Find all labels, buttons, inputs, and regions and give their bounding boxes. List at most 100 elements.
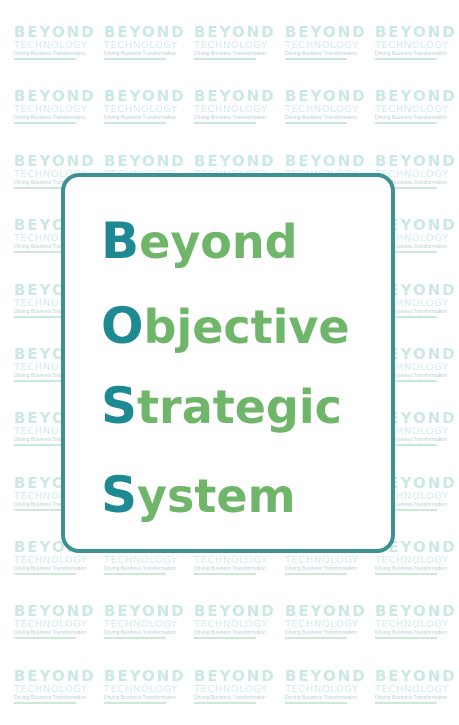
acronym-word-beyond: Beyond [101,215,298,268]
watermark-tagline: Driving Business Transformation [375,373,447,382]
watermark-brand: BEYOND [285,23,367,41]
watermark-tagline: Driving Business Transformation [14,695,86,704]
watermark-tagline: Driving Business Transformation [14,244,86,253]
watermark-subbrand: TECHNOLOGY [375,362,449,373]
watermark-subbrand: TECHNOLOGY [14,426,88,437]
watermark-tagline: Driving Business Transformation [375,51,447,60]
acronym-card: Beyond Objective Strategic System [61,173,395,553]
watermark-tagline: Driving Business Transformation [194,630,266,639]
watermark-brand: BEYOND [194,152,276,170]
watermark-tagline: Driving Business Transformation [194,695,266,704]
acronym-word-strategic: Strategic [101,380,342,433]
watermark-brand: BEYOND [14,23,96,41]
watermark-brand: BEYOND [194,87,276,105]
watermark-brand: BEYOND [194,23,276,41]
watermark-brand: BEYOND [104,602,186,620]
watermark-brand: BEYOND [375,602,457,620]
watermark-tagline: Driving Business Transformation [375,630,447,639]
watermark-brand: BEYOND [104,23,186,41]
watermark-tagline: Driving Business Transformation [375,502,447,511]
watermark-subbrand: TECHNOLOGY [375,233,449,244]
watermark-tagline: Driving Business Transformation [285,695,357,704]
initial-letter: S [101,377,138,435]
watermark-tagline: Driving Business Transformation [104,115,176,124]
watermark-tagline: Driving Business Transformation [14,115,86,124]
watermark-brand: BEYOND [375,667,457,685]
watermark-tagline: Driving Business Transformation [285,51,357,60]
watermark-brand: BEYOND [104,87,186,105]
watermark-tagline: Driving Business Transformation [104,695,176,704]
watermark-subbrand: TECHNOLOGY [375,426,449,437]
watermark-tagline: Driving Business Transformation [194,566,266,575]
watermark-subbrand: TECHNOLOGY [194,104,268,115]
watermark-subbrand: TECHNOLOGY [375,491,449,502]
acronym-word-objective: Objective [101,300,350,353]
watermark-brand: BEYOND [14,152,96,170]
watermark-tagline: Driving Business Transformation [285,115,357,124]
watermark-tagline: Driving Business Transformation [14,566,86,575]
watermark-subbrand: TECHNOLOGY [104,104,178,115]
watermark-subbrand: TECHNOLOGY [14,491,88,502]
watermark-tagline: Driving Business Transformation [104,51,176,60]
watermark-subbrand: TECHNOLOGY [194,555,268,566]
watermark-tagline: Driving Business Transformation [14,373,86,382]
watermark-brand: BEYOND [285,602,367,620]
watermark-subbrand: TECHNOLOGY [375,104,449,115]
watermark-brand: BEYOND [194,602,276,620]
watermark-subbrand: TECHNOLOGY [285,40,359,51]
watermark-brand: BEYOND [285,667,367,685]
initial-letter: S [101,466,138,524]
watermark-subbrand: TECHNOLOGY [375,619,449,630]
watermark-brand: BEYOND [375,87,457,105]
initial-letter: O [101,297,144,355]
watermark-subbrand: TECHNOLOGY [194,684,268,695]
watermark-brand: BEYOND [375,538,457,556]
watermark-tagline: Driving Business Transformation [14,630,86,639]
watermark-brand: BEYOND [14,667,96,685]
watermark-subbrand: TECHNOLOGY [375,40,449,51]
watermark-tagline: Driving Business Transformation [375,309,447,318]
watermark-tagline: Driving Business Transformation [104,630,176,639]
watermark-brand: BEYOND [104,667,186,685]
watermark-tagline: Driving Business Transformation [375,437,447,446]
watermark-subbrand: TECHNOLOGY [104,619,178,630]
watermark-tagline: Driving Business Transformation [104,566,176,575]
watermark-brand: BEYOND [285,152,367,170]
watermark-subbrand: TECHNOLOGY [14,298,88,309]
watermark-subbrand: TECHNOLOGY [194,40,268,51]
watermark-subbrand: TECHNOLOGY [14,362,88,373]
watermark-subbrand: TECHNOLOGY [14,555,88,566]
watermark-subbrand: TECHNOLOGY [285,555,359,566]
watermark-tagline: Driving Business Transformation [375,115,447,124]
watermark-tagline: Driving Business Transformation [14,51,86,60]
watermark-subbrand: TECHNOLOGY [375,684,449,695]
watermark-subbrand: TECHNOLOGY [104,40,178,51]
initial-letter: B [101,212,140,270]
watermark-tagline: Driving Business Transformation [375,695,447,704]
watermark-brand: BEYOND [285,87,367,105]
word-remainder: ystem [137,469,296,523]
watermark-tagline: Driving Business Transformation [14,502,86,511]
watermark-tagline: Driving Business Transformation [14,180,86,189]
watermark-subbrand: TECHNOLOGY [14,684,88,695]
watermark-tagline: Driving Business Transformation [14,309,86,318]
